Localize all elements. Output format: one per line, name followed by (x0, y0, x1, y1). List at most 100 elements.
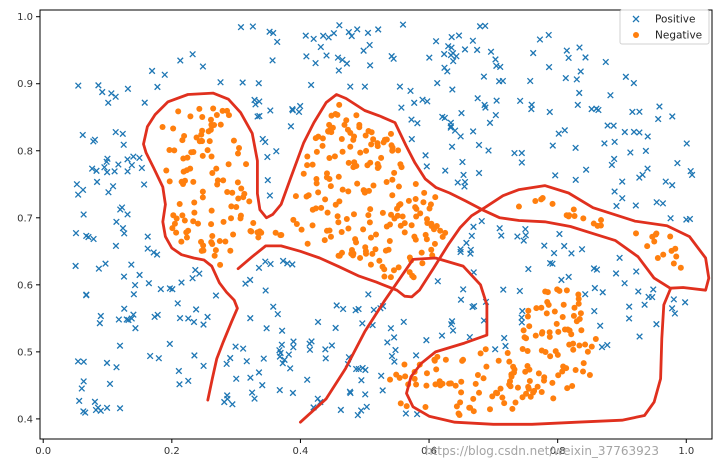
negative-point (373, 231, 380, 238)
positive-point (668, 305, 676, 312)
positive-point (588, 105, 595, 113)
negative-point (520, 327, 527, 334)
negative-point (472, 380, 479, 387)
legend-frame (619, 9, 710, 45)
positive-point (561, 127, 569, 134)
y-tick-label: 0.7 (17, 213, 33, 224)
negative-point (418, 249, 425, 256)
negative-point (292, 193, 299, 200)
positive-point (630, 79, 638, 87)
positive-point (604, 122, 611, 129)
negative-point (667, 233, 674, 240)
positive-point (636, 333, 643, 340)
positive-point (323, 52, 330, 59)
positive-point (124, 156, 131, 163)
negative-point (327, 233, 334, 240)
negative-point (304, 153, 311, 160)
negative-point (304, 162, 311, 169)
positive-point (432, 37, 440, 45)
negative-point (204, 147, 211, 154)
positive-point (366, 41, 373, 49)
negative-series (159, 101, 684, 419)
positive-point (267, 107, 274, 114)
negative-point (397, 161, 404, 168)
negative-point (395, 264, 402, 271)
positive-point (402, 410, 410, 417)
negative-point (362, 248, 369, 255)
positive-point (155, 355, 163, 362)
positive-point (520, 237, 528, 244)
negative-point (234, 179, 241, 186)
positive-point (528, 105, 535, 113)
positive-point (591, 284, 599, 292)
positive-point (153, 251, 161, 258)
negative-point (670, 260, 677, 267)
negative-point (250, 220, 257, 226)
positive-point (522, 231, 530, 239)
negative-point (497, 385, 504, 392)
positive-point (266, 192, 274, 199)
positive-point (339, 305, 347, 313)
positive-point (306, 340, 313, 347)
positive-point (141, 99, 148, 106)
negative-point (181, 217, 188, 224)
negative-point (318, 204, 325, 211)
positive-point (648, 293, 656, 301)
positive-point (93, 167, 100, 175)
positive-point (545, 31, 552, 39)
positive-point (604, 341, 611, 349)
positive-point (591, 307, 598, 315)
positive-point (392, 346, 399, 354)
negative-point (452, 382, 459, 389)
negative-point (206, 138, 213, 145)
positive-point (189, 50, 196, 58)
positive-point (106, 380, 114, 388)
positive-point (255, 369, 263, 376)
negative-point (277, 232, 284, 239)
positive-point (572, 176, 579, 184)
negative-point (254, 229, 261, 236)
negative-point (495, 357, 502, 364)
negative-point (555, 328, 562, 335)
positive-point (681, 299, 689, 306)
negative-point (210, 105, 217, 112)
negative-point (546, 329, 553, 336)
negative-point (209, 232, 216, 239)
positive-point (475, 141, 483, 149)
axes: 0.0 0.2 0.4 0.6 0.8 1.0 0.4 0.5 0.6 0.7 0.8 0.9 1.0 (17, 9, 713, 457)
positive-point (469, 37, 477, 44)
negative-point (560, 301, 567, 308)
positive-point (400, 318, 408, 326)
positive-point (333, 302, 340, 309)
negative-point (176, 200, 183, 207)
negative-point (421, 189, 428, 196)
negative-point (403, 403, 410, 410)
positive-point (459, 158, 466, 166)
negative-point (387, 130, 394, 137)
positive-point (480, 73, 488, 80)
negative-point (386, 221, 393, 228)
negative-point (458, 378, 465, 385)
positive-point (522, 225, 529, 233)
positive-point (467, 246, 475, 254)
positive-point (166, 340, 174, 348)
negative-point (208, 207, 215, 214)
negative-point (339, 148, 346, 155)
positive-point (629, 108, 636, 116)
positive-point (119, 224, 127, 232)
negative-point (187, 113, 194, 120)
positive-point (166, 285, 174, 292)
positive-point (596, 322, 604, 330)
positive-point (613, 202, 620, 210)
negative-point (374, 160, 381, 167)
positive-series (72, 21, 696, 419)
negative-point (381, 266, 388, 273)
positive-point (302, 32, 310, 39)
negative-point (571, 213, 578, 220)
negative-point (476, 389, 483, 396)
positive-point (390, 334, 398, 341)
positive-point (306, 346, 314, 354)
positive-point (688, 171, 696, 179)
negative-point (198, 131, 205, 138)
positive-point (348, 32, 355, 40)
